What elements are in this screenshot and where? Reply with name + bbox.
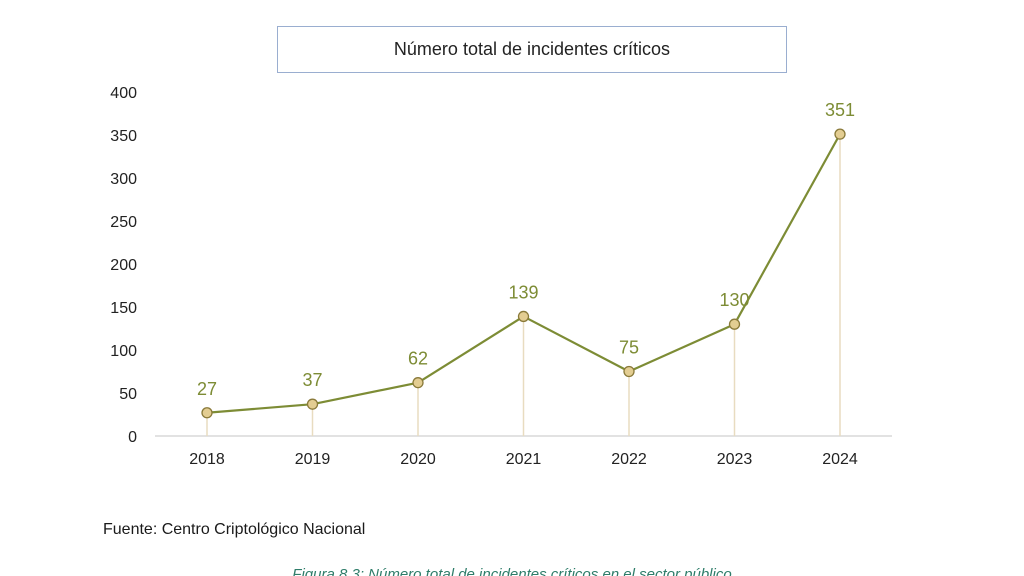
source-note: Fuente: Centro Criptológico Nacional bbox=[103, 521, 366, 538]
y-tick-label: 100 bbox=[110, 343, 137, 360]
data-label: 351 bbox=[825, 100, 855, 120]
data-label: 37 bbox=[302, 370, 322, 390]
data-label: 27 bbox=[197, 379, 217, 399]
x-tick-label: 2021 bbox=[506, 451, 542, 468]
y-tick-label: 400 bbox=[110, 85, 137, 102]
data-point-marker bbox=[834, 128, 846, 140]
x-tick-label: 2023 bbox=[717, 451, 753, 468]
x-tick-label: 2020 bbox=[400, 451, 436, 468]
y-tick-label: 200 bbox=[110, 257, 137, 274]
data-label: 62 bbox=[408, 349, 428, 369]
y-tick-label: 50 bbox=[119, 386, 137, 403]
y-tick-label: 0 bbox=[128, 429, 137, 446]
y-tick-label: 250 bbox=[110, 214, 137, 231]
data-point-marker bbox=[517, 310, 530, 323]
y-tick-label: 350 bbox=[110, 128, 137, 145]
chart-title: Número total de incidentes críticos bbox=[277, 26, 787, 73]
data-label: 139 bbox=[508, 282, 538, 302]
y-tick-label: 300 bbox=[110, 171, 137, 188]
data-point-marker bbox=[623, 365, 635, 378]
data-point-marker bbox=[201, 407, 213, 419]
data-point-marker bbox=[412, 377, 424, 389]
figure-caption: Figura 8.3: Número total de incidentes c… bbox=[292, 566, 732, 576]
x-tick-label: 2022 bbox=[611, 451, 647, 468]
x-tick-label: 2024 bbox=[822, 451, 858, 468]
data-label: 75 bbox=[619, 338, 639, 358]
y-tick-label: 150 bbox=[110, 300, 137, 317]
data-point-marker bbox=[306, 398, 319, 410]
x-tick-label: 2018 bbox=[189, 451, 225, 468]
data-point-marker bbox=[728, 318, 741, 330]
data-label: 130 bbox=[719, 290, 749, 310]
x-tick-label: 2019 bbox=[295, 451, 331, 468]
